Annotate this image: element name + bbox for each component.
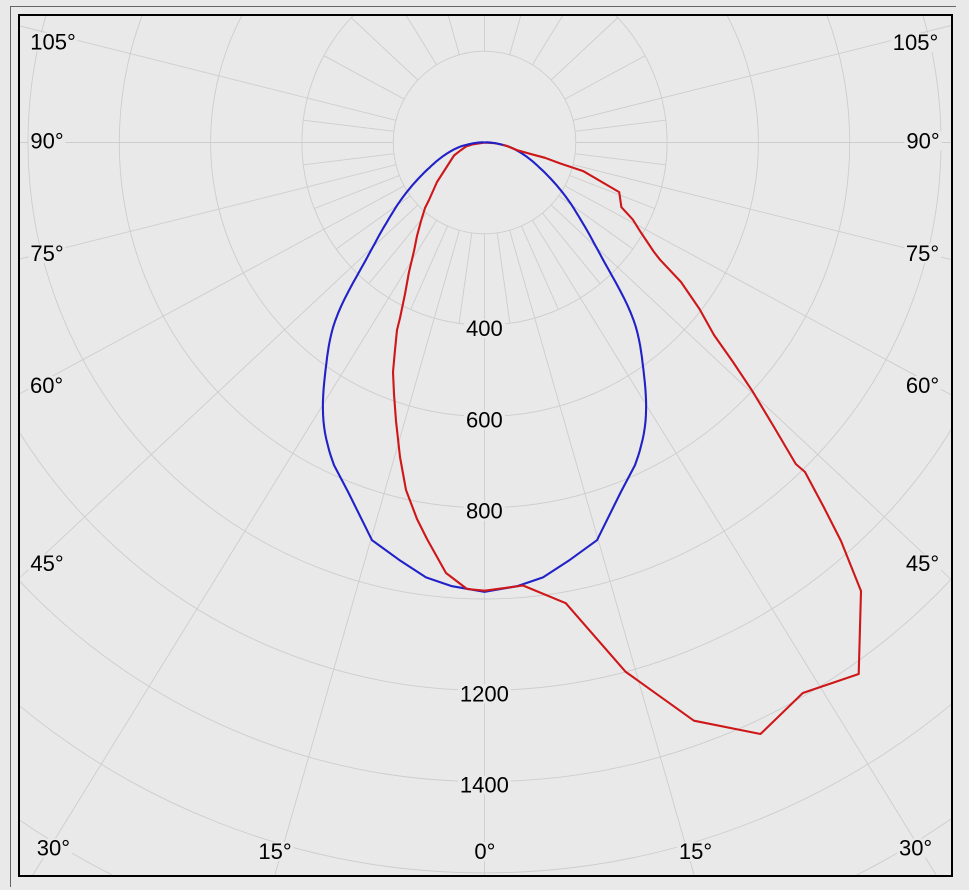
svg-text:1200: 1200 [460, 681, 509, 706]
svg-text:90°: 90° [30, 129, 63, 154]
svg-text:15°: 15° [258, 839, 291, 864]
svg-text:800: 800 [466, 499, 503, 524]
svg-text:60°: 60° [906, 373, 939, 398]
svg-text:30°: 30° [899, 836, 932, 861]
svg-text:45°: 45° [30, 551, 63, 576]
svg-text:90°: 90° [906, 129, 939, 154]
svg-text:75°: 75° [30, 241, 63, 266]
svg-text:60°: 60° [30, 373, 63, 398]
svg-text:105°: 105° [30, 30, 76, 55]
svg-text:75°: 75° [906, 241, 939, 266]
svg-text:600: 600 [466, 407, 503, 432]
svg-text:400: 400 [466, 316, 503, 341]
svg-text:1400: 1400 [460, 773, 509, 798]
svg-text:0°: 0° [474, 839, 495, 864]
svg-text:30°: 30° [37, 836, 70, 861]
svg-text:15°: 15° [679, 839, 712, 864]
svg-text:105°: 105° [893, 30, 939, 55]
svg-text:45°: 45° [906, 551, 939, 576]
